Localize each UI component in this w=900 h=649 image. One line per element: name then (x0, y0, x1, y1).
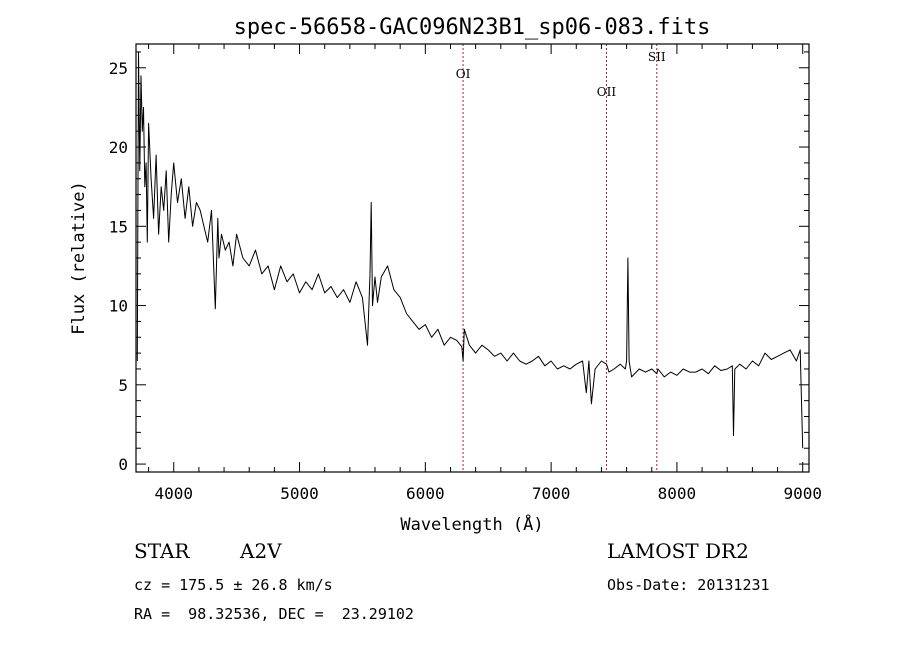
spectrum-line (136, 51, 804, 449)
object-class: STAR (134, 539, 190, 563)
chart-title: spec-56658-GAC096N23B1_sp06-083.fits (234, 15, 711, 40)
x-axis-label: Wavelength (Å) (400, 513, 543, 535)
y-tick-label: 0 (118, 455, 128, 474)
axis-ticks: 4000 5000 6000 7000 8000 9000 0 5 10 15 20 25 (109, 44, 822, 503)
line-label-OII: OII (597, 85, 617, 99)
x-tick-label: 4000 (154, 484, 193, 503)
y-axis-label: Flux (relative) (69, 181, 89, 335)
redshift-readout: cz = 175.5 ± 26.8 km/s (134, 576, 333, 594)
observation-date: Obs-Date: 20131231 (607, 576, 770, 594)
x-tick-label: 6000 (406, 484, 445, 503)
survey-name: LAMOST DR2 (607, 539, 749, 563)
x-tick-label: 5000 (280, 484, 319, 503)
line-label-OI: OI (456, 67, 471, 81)
y-tick-label: 25 (109, 59, 128, 78)
y-tick-label: 5 (118, 376, 128, 395)
spectral-subclass: A2V (239, 539, 282, 563)
x-tick-label: 8000 (658, 484, 697, 503)
y-tick-label: 15 (109, 217, 128, 236)
line-label-SII: SII (648, 50, 666, 64)
plot-frame (135, 43, 810, 473)
x-tick-label: 9000 (783, 484, 822, 503)
emission-line-markers: OI OII SII (456, 44, 666, 472)
y-tick-label: 20 (109, 138, 128, 157)
y-tick-label: 10 (109, 297, 128, 316)
coordinates-readout: RA = 98.32536, DEC = 23.29102 (134, 605, 414, 623)
x-tick-label: 7000 (532, 484, 571, 503)
